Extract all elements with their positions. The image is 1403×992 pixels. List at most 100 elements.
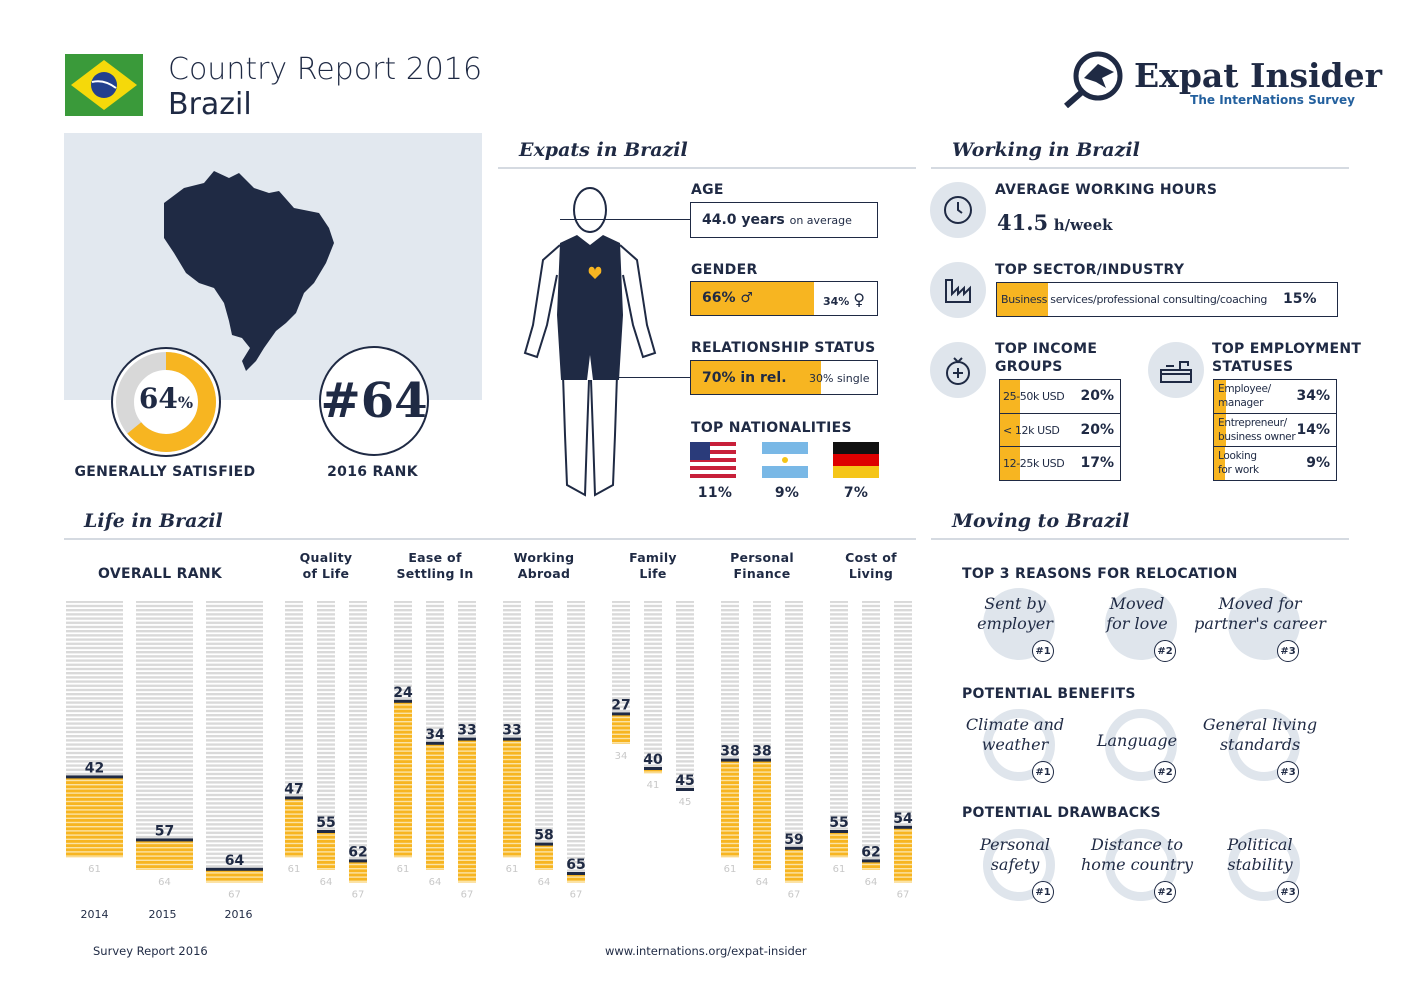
group-label-line1: Family bbox=[629, 550, 677, 565]
row-pct: 20% bbox=[1080, 421, 1114, 438]
group-label: Personal Finance bbox=[717, 550, 807, 582]
rank-value-label: 24 bbox=[393, 685, 413, 701]
rank-value-label: 27 bbox=[611, 697, 630, 713]
sector-name: Business services/professional consultin… bbox=[1001, 293, 1268, 306]
total-countries-label: 67 bbox=[228, 889, 241, 900]
group-label: Working Abroad bbox=[499, 550, 589, 582]
rank-value: #64 bbox=[320, 373, 428, 429]
drawbacks-item: Political stability bbox=[1190, 835, 1330, 875]
age-value: 44.0 years bbox=[702, 212, 785, 228]
item-line1: Personal bbox=[980, 835, 1050, 854]
bar-background bbox=[894, 601, 912, 828]
bar-quality-of-life-2016 bbox=[349, 861, 367, 883]
bar-personal-finance-2015 bbox=[753, 760, 771, 870]
satisfaction-donut bbox=[111, 347, 221, 457]
total-countries-label: 64 bbox=[429, 877, 442, 888]
no-sign-icon bbox=[1228, 829, 1300, 901]
usa-flag-icon bbox=[690, 442, 736, 478]
bar-background bbox=[721, 601, 739, 761]
rank-value-label: 57 bbox=[155, 823, 174, 839]
bar-cost-of-living-2015 bbox=[862, 861, 880, 870]
item-line1: Sent by bbox=[984, 594, 1046, 613]
money-bag-icon bbox=[930, 342, 986, 398]
group-label-line2: Abroad bbox=[517, 566, 571, 581]
rank-badge: #3 bbox=[1277, 640, 1299, 662]
bar-family-life-2014 bbox=[612, 714, 630, 744]
year-label: 2014 bbox=[81, 908, 109, 921]
relationship-label: RELATIONSHIP STATUS bbox=[691, 340, 876, 356]
total-countries-label: 61 bbox=[288, 864, 301, 875]
row-fill bbox=[1000, 413, 1020, 447]
cash-register-icon bbox=[1148, 342, 1204, 398]
relationship-bar: 70% in rel. 30% single bbox=[690, 360, 878, 395]
bar-background bbox=[503, 601, 521, 740]
report-title: Country Report 2016 bbox=[168, 52, 483, 87]
male-fill bbox=[691, 282, 814, 315]
row-label: 12-25k USD bbox=[1003, 457, 1065, 470]
rank-marker bbox=[349, 859, 367, 863]
rank-value-label: 55 bbox=[829, 815, 848, 831]
group-label-line1: Working bbox=[513, 550, 575, 565]
group-label-line1: Quality bbox=[299, 550, 353, 565]
row-label: Employee/ bbox=[1218, 383, 1271, 395]
total-countries-label: 67 bbox=[570, 889, 583, 900]
item-line2: employer bbox=[977, 614, 1053, 633]
hours-unit: h/week bbox=[1053, 216, 1113, 234]
bar-background bbox=[612, 601, 630, 715]
row-fill bbox=[1214, 380, 1226, 413]
row-label-2: business owner bbox=[1218, 430, 1296, 443]
in-relationship-fill bbox=[691, 361, 822, 394]
bar-background bbox=[206, 601, 263, 870]
bar-quality-of-life-2014 bbox=[285, 798, 303, 858]
sector-fill bbox=[997, 283, 1048, 316]
bar-background bbox=[785, 601, 803, 849]
group-label-line2: Life bbox=[639, 566, 667, 581]
logo-name: Expat Insider bbox=[1134, 56, 1383, 95]
bar-overall-rank-2015 bbox=[136, 840, 193, 870]
row-label-2: for work bbox=[1218, 464, 1259, 476]
factory-icon bbox=[930, 262, 986, 318]
rank-badge: #3 bbox=[1277, 761, 1299, 783]
income-label: TOP INCOME bbox=[995, 341, 1098, 357]
total-countries-label: 64 bbox=[756, 877, 769, 888]
bar-background bbox=[458, 601, 476, 740]
person-figure bbox=[523, 187, 657, 497]
rank-value-label: 33 bbox=[457, 723, 476, 739]
footer-link[interactable]: www.internations.org/expat-insider bbox=[605, 944, 807, 958]
check-ring-icon bbox=[1105, 709, 1177, 781]
rank-marker bbox=[503, 737, 521, 741]
group-label-line2: Settling In bbox=[396, 566, 474, 581]
bar-background bbox=[567, 601, 585, 874]
rank-badge: #1 bbox=[1032, 640, 1054, 662]
bar-background bbox=[644, 601, 662, 769]
hours-label: AVERAGE WORKING HOURS bbox=[995, 182, 1218, 198]
country-name: Brazil bbox=[168, 87, 252, 122]
pct-sign: % bbox=[177, 393, 194, 412]
single-text: 30% single bbox=[809, 372, 870, 385]
argentina-flag-icon bbox=[762, 442, 808, 478]
bar-ease-of-settling-in-2015 bbox=[426, 743, 444, 870]
rank-marker bbox=[785, 846, 803, 850]
satisfied-pct: 64 bbox=[138, 382, 178, 415]
rank-value-label: 64 bbox=[225, 853, 245, 869]
item-line1: Language bbox=[1096, 731, 1178, 750]
benefits-item: Language bbox=[1067, 731, 1207, 751]
total-countries-label: 61 bbox=[506, 864, 519, 875]
income-table: 25-50k USD 20% < 12k USD 20% 12-25k USD 17% bbox=[999, 379, 1121, 481]
total-countries-label: 64 bbox=[538, 877, 551, 888]
rank-value-label: 58 bbox=[534, 828, 553, 844]
rank-value-label: 33 bbox=[502, 723, 521, 739]
bar-background bbox=[317, 601, 335, 832]
age-label: AGE bbox=[691, 182, 724, 198]
bar-background bbox=[394, 601, 412, 702]
rank-value-label: 65 bbox=[566, 857, 585, 873]
row-label: Looking bbox=[1218, 450, 1257, 462]
age-box: 44.0 years on average bbox=[690, 202, 878, 238]
item-line1: General living bbox=[1202, 715, 1318, 734]
map-panel bbox=[64, 133, 482, 400]
group-label: OVERALL RANK bbox=[98, 566, 223, 582]
table-row: < 12k USD 20% bbox=[999, 412, 1121, 448]
bar-background bbox=[830, 601, 848, 832]
rank-value-label: 55 bbox=[316, 815, 335, 831]
row-pct: 14% bbox=[1296, 421, 1330, 438]
